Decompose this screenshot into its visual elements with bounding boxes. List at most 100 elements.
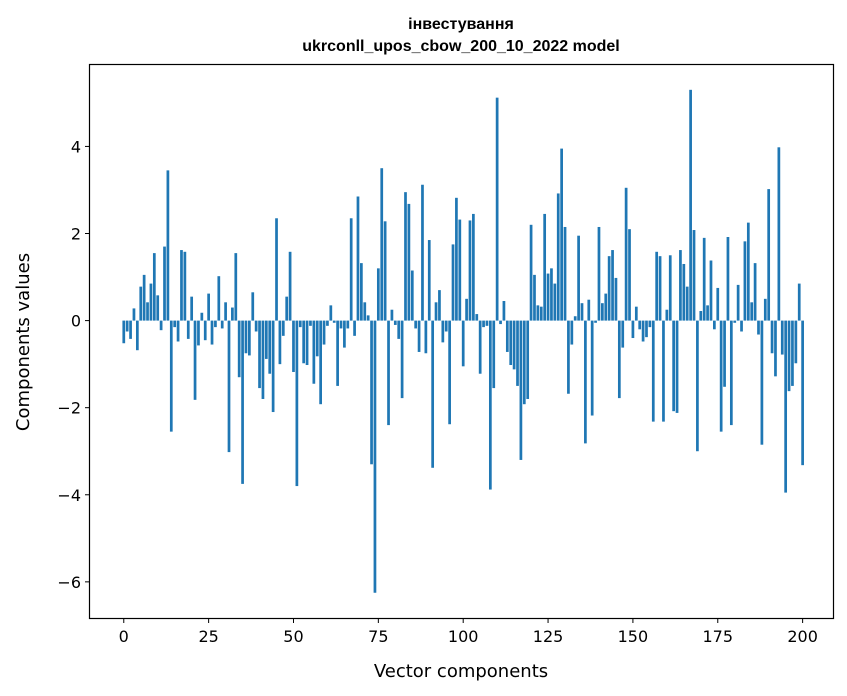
bar-159 xyxy=(662,320,665,422)
bar-124 xyxy=(543,213,547,321)
bar-35 xyxy=(241,320,244,484)
bar-27 xyxy=(214,320,217,328)
bar-24 xyxy=(203,320,207,341)
bar-67 xyxy=(349,218,353,321)
bar-49 xyxy=(288,251,292,321)
bar-31 xyxy=(227,320,231,453)
bar-82 xyxy=(400,320,404,399)
bar-143 xyxy=(607,256,611,321)
bar-168 xyxy=(692,230,696,321)
bar-62 xyxy=(332,320,336,323)
bar-94 xyxy=(441,320,445,343)
bar-121 xyxy=(533,274,536,321)
bar-41 xyxy=(261,320,265,399)
bar-107 xyxy=(485,320,489,326)
bar-112 xyxy=(502,301,506,321)
bar-74 xyxy=(373,320,377,593)
bar-101 xyxy=(465,298,468,321)
bar-149 xyxy=(628,229,631,321)
bar-116 xyxy=(516,320,519,386)
bar-132 xyxy=(570,320,574,345)
bar-137 xyxy=(587,299,591,321)
bar-96 xyxy=(448,320,451,425)
bar-141 xyxy=(601,303,604,321)
bar-88 xyxy=(421,184,424,321)
bar-118 xyxy=(522,320,526,405)
bar-65 xyxy=(343,320,346,348)
bar-185 xyxy=(750,302,754,321)
bar-64 xyxy=(339,320,343,329)
bar-1 xyxy=(125,320,129,332)
bar-169 xyxy=(696,320,699,452)
bar-128 xyxy=(556,193,560,321)
bar-30 xyxy=(224,302,227,321)
bar-90 xyxy=(427,240,431,321)
bar-130 xyxy=(563,226,567,321)
bar-80 xyxy=(393,320,397,325)
bar-191 xyxy=(770,320,774,354)
bar-61 xyxy=(329,305,333,321)
bar-146 xyxy=(617,320,621,399)
bar-106 xyxy=(482,320,485,328)
bar-2 xyxy=(129,320,132,339)
bar-138 xyxy=(590,320,594,416)
bar-47 xyxy=(281,320,285,336)
bar-56 xyxy=(312,320,316,384)
y-tick-label-4: 4 xyxy=(71,137,81,156)
bar-148 xyxy=(624,187,628,321)
bar-179 xyxy=(729,320,733,426)
bar-164 xyxy=(679,250,682,321)
bar-66 xyxy=(346,320,350,329)
bar-102 xyxy=(468,220,472,321)
bar-14 xyxy=(169,320,173,432)
bar-57 xyxy=(315,320,319,357)
bar-89 xyxy=(424,320,428,354)
bar-34 xyxy=(237,320,241,378)
bar-187 xyxy=(757,320,760,335)
bar-83 xyxy=(404,192,407,321)
bar-142 xyxy=(604,293,608,321)
bar-165 xyxy=(682,263,686,321)
x-tick-label-50: 50 xyxy=(283,627,303,646)
bar-18 xyxy=(183,251,187,321)
bar-48 xyxy=(285,296,289,321)
bar-36 xyxy=(244,320,248,354)
bar-154 xyxy=(645,320,648,338)
y-tick-label--6: −6 xyxy=(57,573,81,592)
bar-76 xyxy=(380,168,384,321)
bar-113 xyxy=(505,320,509,352)
bar-75 xyxy=(376,268,380,321)
bar-4 xyxy=(135,320,139,351)
bar-171 xyxy=(702,237,706,321)
bar-97 xyxy=(451,244,455,321)
bar-84 xyxy=(407,203,411,321)
bar-155 xyxy=(648,320,652,328)
bar-166 xyxy=(685,286,689,321)
bar-190 xyxy=(767,189,771,321)
bar-194 xyxy=(780,320,784,355)
x-tick-label-0: 0 xyxy=(119,627,129,646)
bar-86 xyxy=(414,320,418,329)
bar-45 xyxy=(275,218,278,321)
bar-186 xyxy=(753,263,757,321)
bar-12 xyxy=(163,246,166,321)
bar-10 xyxy=(156,295,160,321)
bar-175 xyxy=(716,287,720,321)
bar-140 xyxy=(597,226,601,321)
bar-15 xyxy=(173,320,177,328)
y-tick-label--2: −2 xyxy=(57,399,81,418)
bar-17 xyxy=(180,250,183,321)
bar-163 xyxy=(675,320,679,413)
bar-87 xyxy=(417,320,421,352)
bar-195 xyxy=(784,320,788,493)
y-axis-ticks: −6 −4 −2 0 2 4 xyxy=(57,137,90,592)
bar-181 xyxy=(736,284,740,321)
bar-108 xyxy=(488,320,492,490)
bar-161 xyxy=(668,255,672,321)
bar-23 xyxy=(200,312,204,321)
bar-157 xyxy=(655,251,659,321)
bar-109 xyxy=(492,320,496,389)
bar-19 xyxy=(186,320,190,339)
bar-135 xyxy=(580,303,584,321)
bar-46 xyxy=(278,320,282,365)
